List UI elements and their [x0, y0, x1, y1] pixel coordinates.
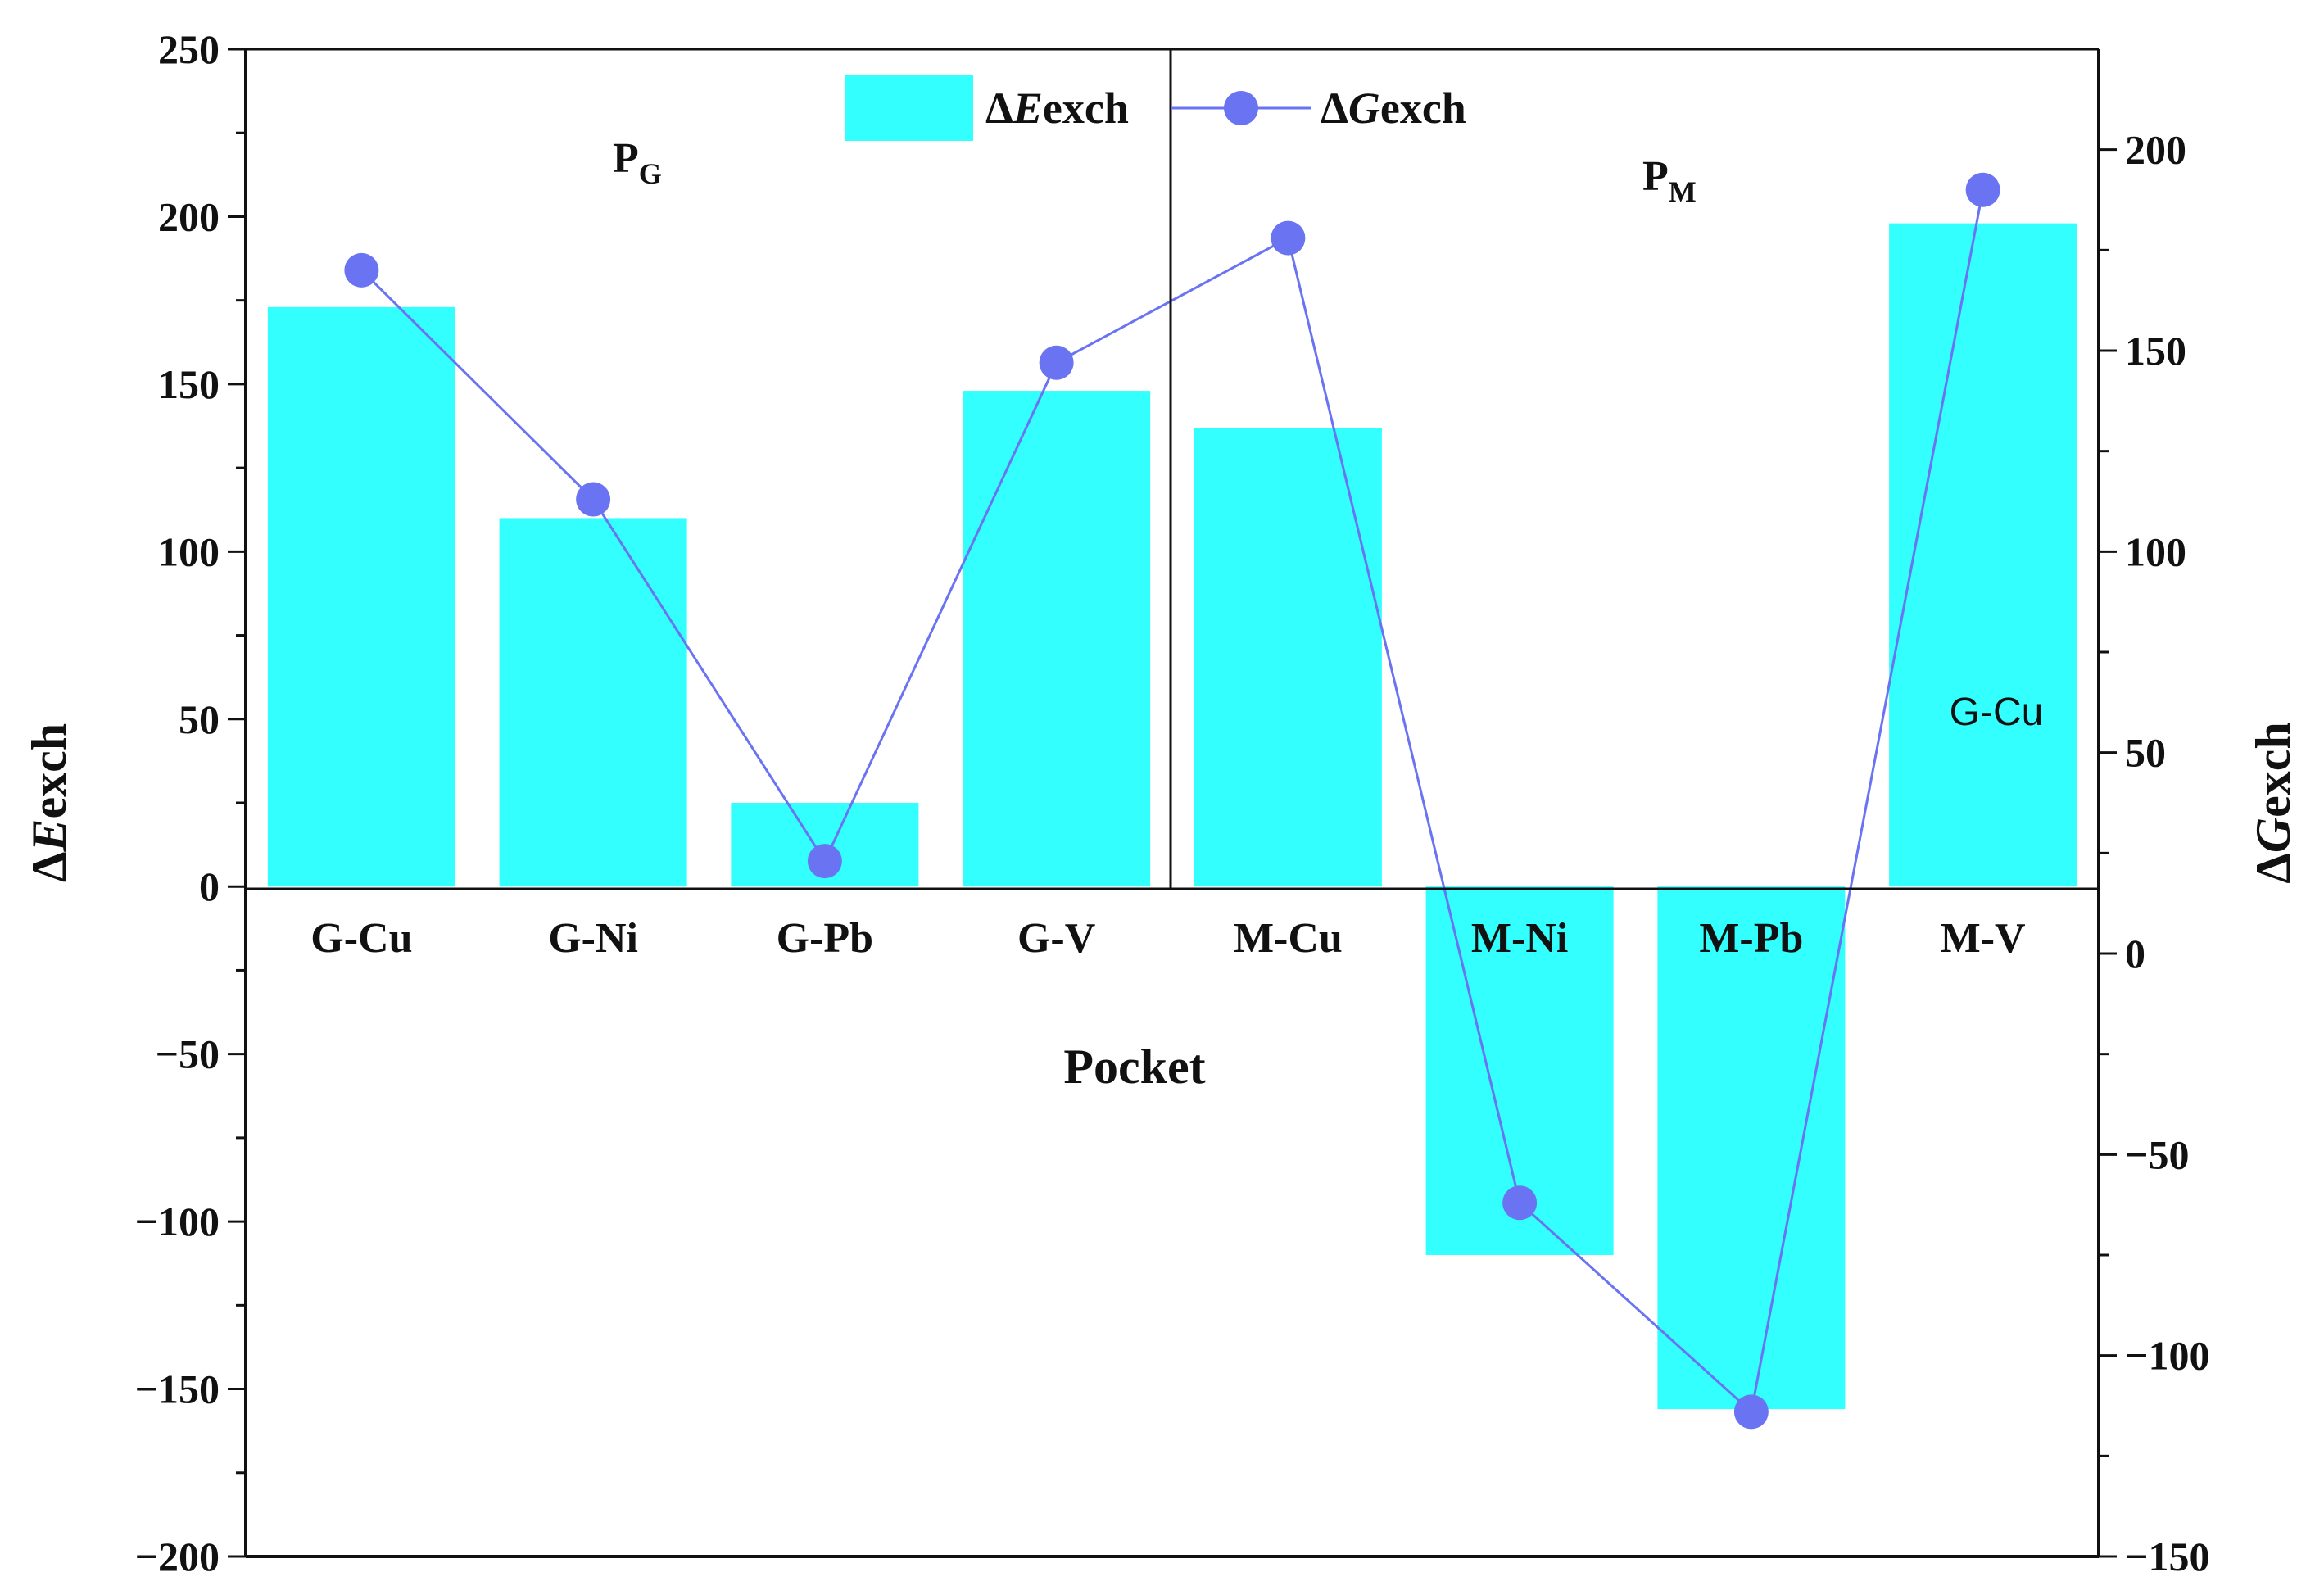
bars: [267, 223, 2077, 1410]
legend-bar-label: ΔEexch: [985, 84, 1129, 133]
y2-tick-label: −150: [2125, 1534, 2210, 1579]
y-tick-label: −200: [135, 1534, 220, 1579]
category-label: G-V: [1017, 915, 1095, 962]
y-tick-label: 50: [179, 696, 220, 742]
point-M-Pb: [1733, 1394, 1769, 1430]
y2-axis-title: ΔGexch: [2246, 722, 2300, 884]
y-tick-label: 150: [158, 361, 220, 407]
y2-tick-label: 50: [2125, 730, 2166, 776]
point-G-Ni: [576, 482, 611, 517]
bar-M-Pb: [1657, 886, 1846, 1410]
point-G-Cu: [344, 252, 379, 288]
y-tick-label: 0: [199, 863, 220, 909]
y2-tick-label: −50: [2125, 1131, 2190, 1177]
legend: ΔEexch ΔGexch: [845, 75, 1466, 141]
y2-tick-label: 0: [2125, 931, 2145, 976]
y-tick-label: −100: [135, 1199, 220, 1244]
bar-M-Cu: [1194, 428, 1382, 887]
point-M-Ni: [1502, 1185, 1538, 1221]
y2-tick-label: 150: [2125, 328, 2186, 374]
annotation-inbar: G-Cu: [1950, 691, 2044, 734]
category-label: M-Cu: [1234, 915, 1343, 962]
point-M-V: [1965, 172, 2000, 207]
category-labels: G-Cu G-Ni G-Pb G-V M-Cu M-Ni M-Pb M-V: [310, 915, 2025, 962]
legend-line-label: ΔGexch: [1321, 84, 1466, 133]
category-label: M-Ni: [1471, 915, 1568, 962]
category-label: G-Cu: [310, 915, 412, 962]
legend-line-marker: [1224, 91, 1258, 125]
x-axis-title: Pocket: [1063, 1040, 1205, 1094]
y-tick-label: 100: [158, 528, 220, 574]
y2-tick-label: 100: [2125, 528, 2186, 574]
y-tick-label: 250: [158, 26, 220, 72]
y-tick-label: 200: [158, 193, 220, 239]
bar-G-V: [963, 391, 1151, 887]
y2-tick-label: −100: [2125, 1333, 2210, 1379]
category-label: M-Pb: [1699, 915, 1803, 962]
bar-G-Ni: [499, 518, 687, 887]
y-tick-label: −50: [156, 1031, 220, 1077]
bar-G-Cu: [267, 306, 455, 887]
annotation-pg: PG: [613, 135, 662, 190]
legend-bar-swatch: [845, 75, 973, 141]
category-label: G-Pb: [777, 915, 873, 962]
category-label: G-Ni: [548, 915, 638, 962]
annotation-pm: PM: [1642, 153, 1697, 208]
y-tick-label: −150: [135, 1366, 220, 1412]
point-G-V: [1039, 345, 1074, 380]
point-G-Pb: [807, 844, 842, 879]
right-ticks: 200 150 100 50 0 −50 −100 −150: [2099, 127, 2210, 1579]
bar-M-V: [1889, 223, 2077, 887]
y2-tick-label: 200: [2125, 127, 2186, 173]
left-ticks: 250 200 150 100 50 0 −50 −100 −150 −200: [135, 26, 246, 1579]
line-path: [360, 189, 1985, 1415]
line-series: [344, 172, 2000, 1430]
y-axis-title: ΔEexch: [22, 723, 76, 882]
point-M-Cu: [1271, 220, 1306, 256]
category-label: M-V: [1941, 915, 2026, 962]
